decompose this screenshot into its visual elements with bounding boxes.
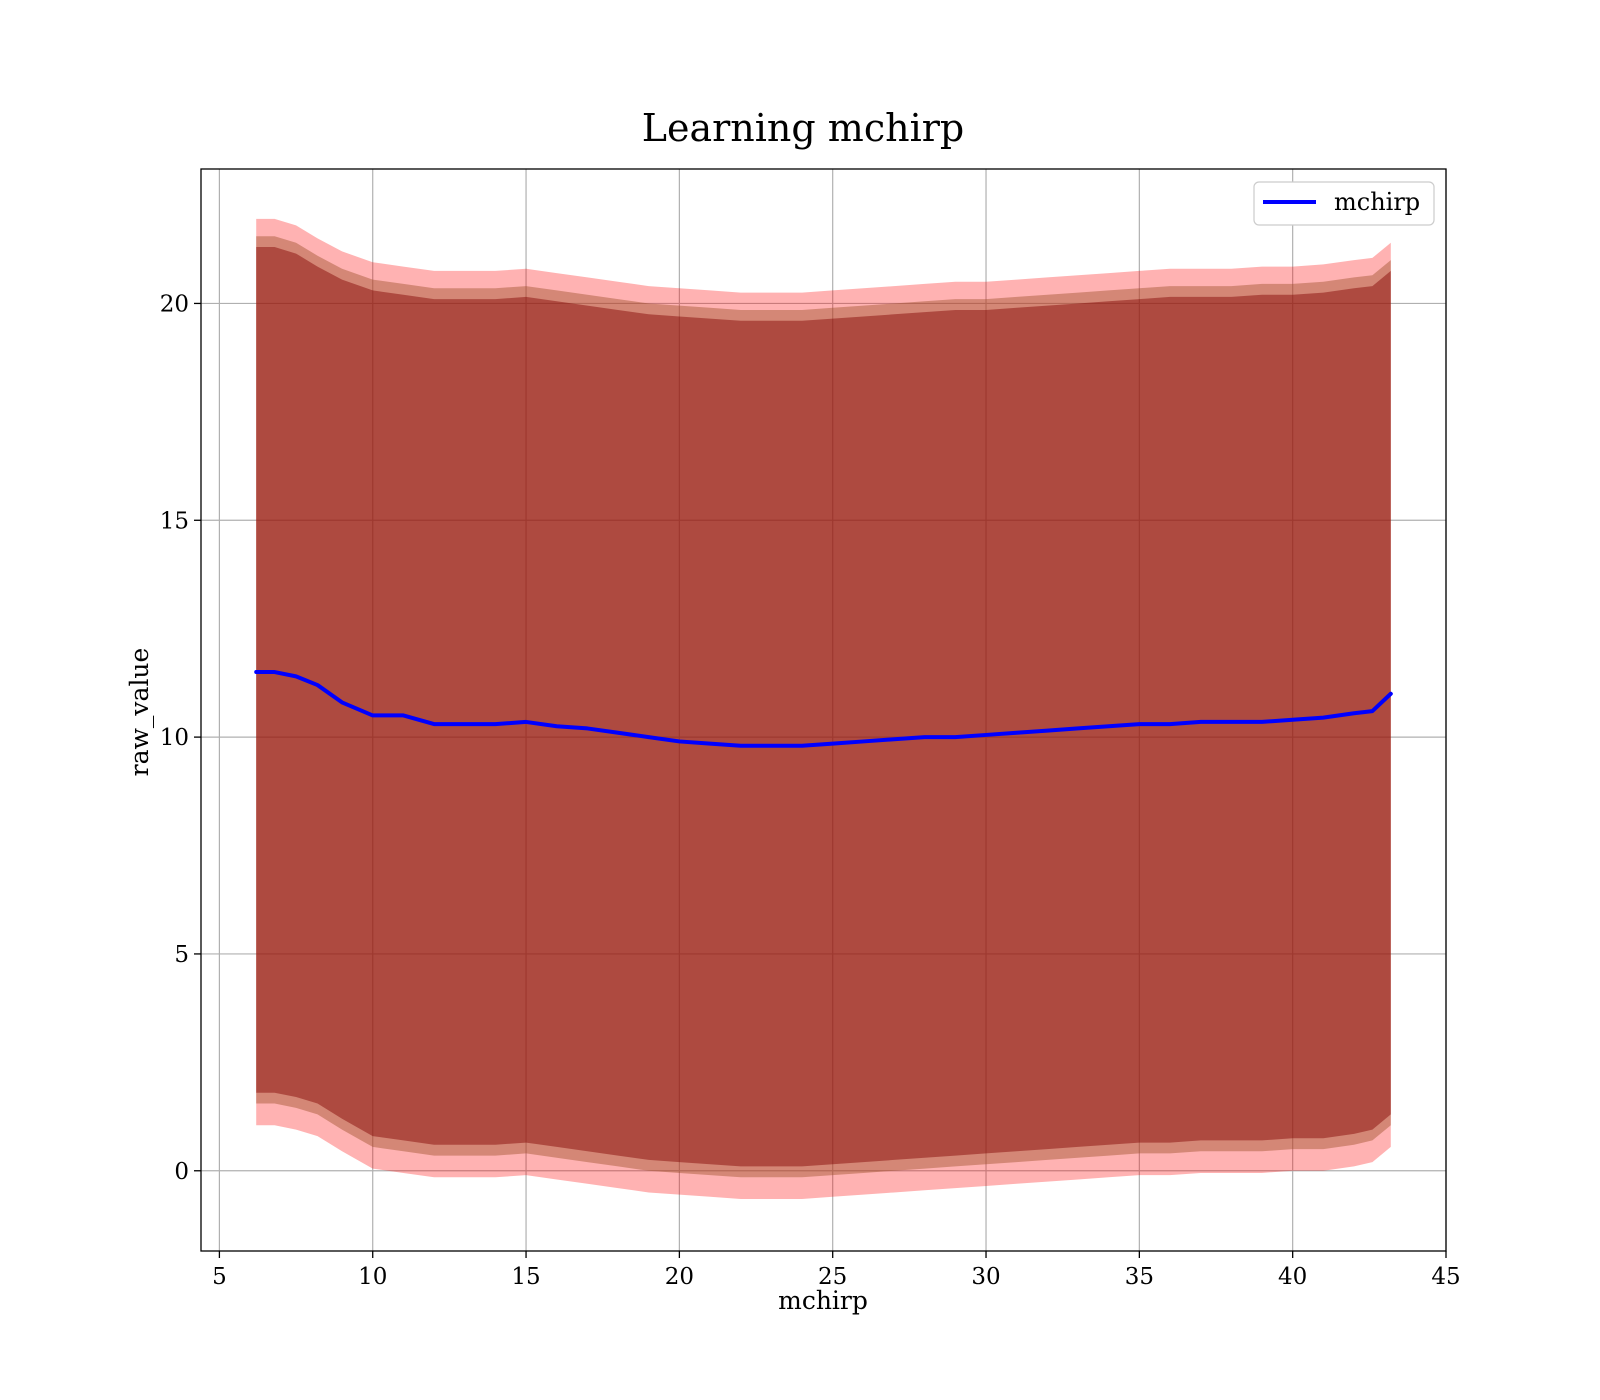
legend-label-mchirp: mchirp — [1334, 188, 1420, 216]
band-middle — [256, 236, 1391, 1178]
x-tick-label: 15 — [511, 1264, 540, 1290]
x-tick-label: 45 — [1431, 1264, 1460, 1290]
x-tick-label: 20 — [665, 1264, 694, 1290]
y-tick-label: 20 — [160, 291, 189, 317]
x-tick-label: 40 — [1278, 1264, 1307, 1290]
y-tick-label: 5 — [174, 942, 189, 968]
x-tick-label: 35 — [1125, 1264, 1154, 1290]
band-inner — [256, 247, 1391, 1167]
band-outer — [256, 218, 1391, 1199]
legend: mchirp — [1253, 181, 1435, 226]
series-line-mchirp — [254, 670, 1393, 748]
x-tick-label: 25 — [818, 1264, 847, 1290]
y-tick-label: 10 — [160, 725, 189, 751]
x-axis-label: mchirp — [778, 1286, 868, 1315]
series-lines — [254, 670, 1393, 748]
y-axis-label: raw_value — [125, 648, 154, 777]
chart-title: Learning mchirp — [642, 106, 964, 150]
y-tick-label: 15 — [160, 508, 189, 534]
legend-box — [1253, 181, 1435, 226]
x-tick-label: 5 — [212, 1264, 227, 1290]
x-axis-ticks: 5 10 15 20 25 30 35 40 45 — [212, 1251, 1461, 1290]
x-tick-label: 30 — [971, 1264, 1000, 1290]
y-axis-ticks: 0 5 10 15 20 — [160, 291, 201, 1185]
x-tick-label: 10 — [358, 1264, 387, 1290]
confidence-bands — [256, 218, 1391, 1199]
plot-frame — [200, 168, 1447, 1252]
y-tick-label: 0 — [174, 1159, 189, 1185]
